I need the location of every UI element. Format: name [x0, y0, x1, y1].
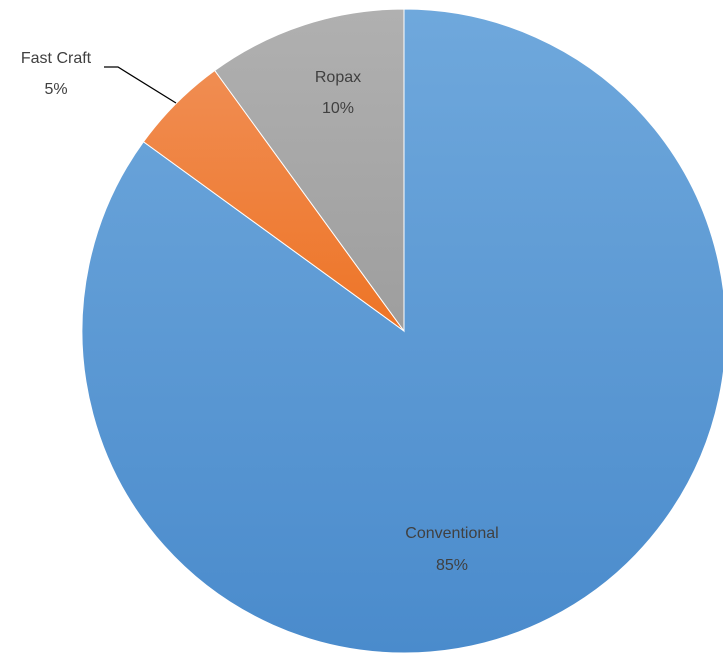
slice-label-fast-craft-value: 5%: [44, 81, 67, 98]
fast-craft-leader-line: [104, 66, 177, 104]
pie-slices: [81, 8, 723, 654]
pie-labels: Conventional 85% Fast Craft 5% Ropax 10%: [21, 50, 499, 574]
slice-label-ropax-value: 10%: [322, 100, 354, 117]
slice-label-conventional-name: Conventional: [405, 525, 498, 542]
pie-slice-ropax: [214, 8, 405, 333]
slice-label-conventional-value: 85%: [436, 557, 468, 574]
pie-slice-conventional: [81, 8, 723, 654]
slice-label-fast-craft-name: Fast Craft: [21, 50, 92, 67]
slice-label-ropax-name: Ropax: [315, 69, 361, 86]
